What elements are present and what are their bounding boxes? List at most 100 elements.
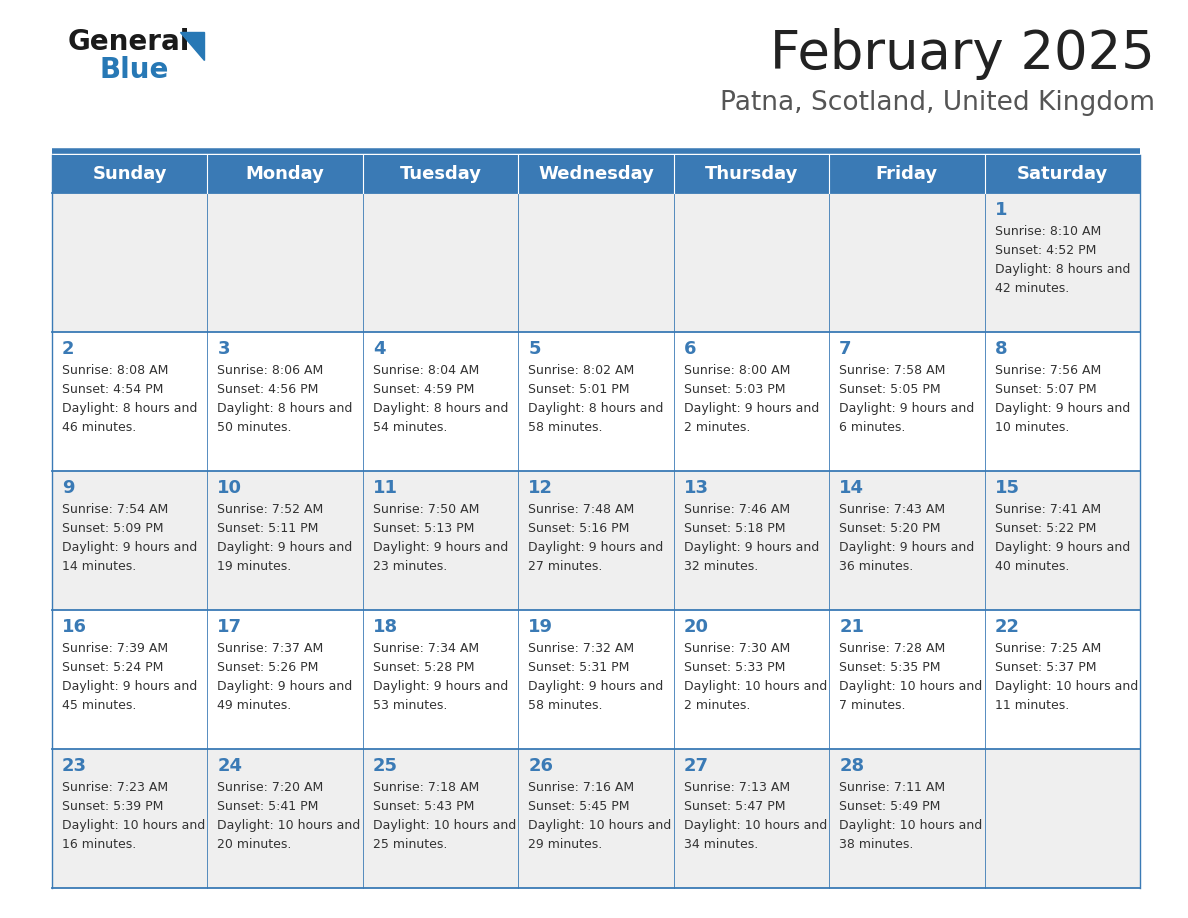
Text: 2 minutes.: 2 minutes.: [684, 699, 750, 712]
Text: 32 minutes.: 32 minutes.: [684, 560, 758, 573]
Text: Sunrise: 7:20 AM: Sunrise: 7:20 AM: [217, 781, 323, 794]
Text: Sunset: 4:54 PM: Sunset: 4:54 PM: [62, 383, 164, 396]
Text: Sunset: 5:26 PM: Sunset: 5:26 PM: [217, 661, 318, 674]
Text: Sunrise: 7:52 AM: Sunrise: 7:52 AM: [217, 503, 323, 516]
Text: 19 minutes.: 19 minutes.: [217, 560, 292, 573]
Text: Daylight: 8 hours and: Daylight: 8 hours and: [217, 402, 353, 415]
Text: Thursday: Thursday: [704, 165, 798, 183]
Text: 6 minutes.: 6 minutes.: [839, 421, 905, 434]
Text: Sunrise: 7:18 AM: Sunrise: 7:18 AM: [373, 781, 479, 794]
Text: 16: 16: [62, 618, 87, 636]
Text: Patna, Scotland, United Kingdom: Patna, Scotland, United Kingdom: [720, 90, 1155, 116]
Text: 7 minutes.: 7 minutes.: [839, 699, 905, 712]
Text: Sunset: 5:35 PM: Sunset: 5:35 PM: [839, 661, 941, 674]
Text: Daylight: 9 hours and: Daylight: 9 hours and: [684, 402, 819, 415]
Text: Sunset: 5:37 PM: Sunset: 5:37 PM: [994, 661, 1097, 674]
Text: 25: 25: [373, 757, 398, 775]
Text: Tuesday: Tuesday: [399, 165, 481, 183]
Text: 9: 9: [62, 479, 75, 497]
Text: 16 minutes.: 16 minutes.: [62, 838, 137, 851]
Text: 45 minutes.: 45 minutes.: [62, 699, 137, 712]
Text: Sunrise: 7:28 AM: Sunrise: 7:28 AM: [839, 642, 946, 655]
Text: 14 minutes.: 14 minutes.: [62, 560, 137, 573]
Text: Blue: Blue: [100, 56, 170, 84]
Text: Sunrise: 7:56 AM: Sunrise: 7:56 AM: [994, 364, 1101, 377]
Text: Daylight: 8 hours and: Daylight: 8 hours and: [373, 402, 508, 415]
Text: Monday: Monday: [246, 165, 324, 183]
Text: Sunset: 5:49 PM: Sunset: 5:49 PM: [839, 800, 941, 813]
Text: Sunset: 5:03 PM: Sunset: 5:03 PM: [684, 383, 785, 396]
Text: 2 minutes.: 2 minutes.: [684, 421, 750, 434]
Text: Sunset: 5:18 PM: Sunset: 5:18 PM: [684, 522, 785, 535]
Text: Daylight: 8 hours and: Daylight: 8 hours and: [62, 402, 197, 415]
Bar: [52, 610, 1140, 749]
Text: 40 minutes.: 40 minutes.: [994, 560, 1069, 573]
Text: 54 minutes.: 54 minutes.: [373, 421, 447, 434]
Text: 24: 24: [217, 757, 242, 775]
Text: 17: 17: [217, 618, 242, 636]
Bar: [52, 155, 1140, 193]
Text: Sunrise: 7:25 AM: Sunrise: 7:25 AM: [994, 642, 1101, 655]
Text: 42 minutes.: 42 minutes.: [994, 282, 1069, 295]
Text: Sunset: 5:47 PM: Sunset: 5:47 PM: [684, 800, 785, 813]
Text: Sunset: 5:41 PM: Sunset: 5:41 PM: [217, 800, 318, 813]
Text: Sunset: 5:20 PM: Sunset: 5:20 PM: [839, 522, 941, 535]
Text: Daylight: 9 hours and: Daylight: 9 hours and: [839, 402, 974, 415]
Text: Friday: Friday: [876, 165, 937, 183]
Text: 58 minutes.: 58 minutes.: [529, 699, 602, 712]
Text: Daylight: 9 hours and: Daylight: 9 hours and: [62, 541, 197, 554]
Text: Daylight: 9 hours and: Daylight: 9 hours and: [839, 541, 974, 554]
Text: 20: 20: [684, 618, 709, 636]
Text: Sunrise: 7:58 AM: Sunrise: 7:58 AM: [839, 364, 946, 377]
Text: Sunset: 5:09 PM: Sunset: 5:09 PM: [62, 522, 164, 535]
Text: Daylight: 9 hours and: Daylight: 9 hours and: [217, 680, 353, 693]
Text: Sunrise: 7:30 AM: Sunrise: 7:30 AM: [684, 642, 790, 655]
Text: Daylight: 10 hours and: Daylight: 10 hours and: [684, 680, 827, 693]
Text: Daylight: 9 hours and: Daylight: 9 hours and: [373, 680, 508, 693]
Text: Daylight: 8 hours and: Daylight: 8 hours and: [994, 263, 1130, 276]
Text: 19: 19: [529, 618, 554, 636]
Text: Sunrise: 7:46 AM: Sunrise: 7:46 AM: [684, 503, 790, 516]
Text: Daylight: 9 hours and: Daylight: 9 hours and: [994, 541, 1130, 554]
Text: 10 minutes.: 10 minutes.: [994, 421, 1069, 434]
Text: Daylight: 9 hours and: Daylight: 9 hours and: [529, 541, 664, 554]
Text: Daylight: 10 hours and: Daylight: 10 hours and: [839, 680, 982, 693]
Text: 50 minutes.: 50 minutes.: [217, 421, 292, 434]
Text: 25 minutes.: 25 minutes.: [373, 838, 447, 851]
Text: 21: 21: [839, 618, 864, 636]
Text: Sunset: 5:05 PM: Sunset: 5:05 PM: [839, 383, 941, 396]
Text: Sunset: 5:24 PM: Sunset: 5:24 PM: [62, 661, 164, 674]
Text: 7: 7: [839, 340, 852, 358]
Text: 10: 10: [217, 479, 242, 497]
Text: Daylight: 9 hours and: Daylight: 9 hours and: [994, 402, 1130, 415]
Text: Sunset: 5:22 PM: Sunset: 5:22 PM: [994, 522, 1097, 535]
Text: Daylight: 10 hours and: Daylight: 10 hours and: [684, 819, 827, 832]
Text: Sunset: 5:16 PM: Sunset: 5:16 PM: [529, 522, 630, 535]
Text: Sunrise: 8:10 AM: Sunrise: 8:10 AM: [994, 225, 1101, 238]
Bar: [52, 471, 1140, 610]
Text: February 2025: February 2025: [770, 28, 1155, 80]
Text: Daylight: 9 hours and: Daylight: 9 hours and: [62, 680, 197, 693]
Text: Sunrise: 7:23 AM: Sunrise: 7:23 AM: [62, 781, 169, 794]
Text: Sunset: 4:56 PM: Sunset: 4:56 PM: [217, 383, 318, 396]
Text: 1: 1: [994, 201, 1007, 219]
Text: 18: 18: [373, 618, 398, 636]
Text: Sunrise: 7:50 AM: Sunrise: 7:50 AM: [373, 503, 479, 516]
Text: Sunset: 4:59 PM: Sunset: 4:59 PM: [373, 383, 474, 396]
Text: Sunset: 5:28 PM: Sunset: 5:28 PM: [373, 661, 474, 674]
Text: Daylight: 9 hours and: Daylight: 9 hours and: [684, 541, 819, 554]
Text: Sunrise: 8:06 AM: Sunrise: 8:06 AM: [217, 364, 323, 377]
Text: Sunset: 5:39 PM: Sunset: 5:39 PM: [62, 800, 164, 813]
Text: Daylight: 10 hours and: Daylight: 10 hours and: [529, 819, 671, 832]
Text: 53 minutes.: 53 minutes.: [373, 699, 447, 712]
Text: 14: 14: [839, 479, 864, 497]
Text: 29 minutes.: 29 minutes.: [529, 838, 602, 851]
Text: Sunrise: 7:37 AM: Sunrise: 7:37 AM: [217, 642, 323, 655]
Text: Sunset: 5:33 PM: Sunset: 5:33 PM: [684, 661, 785, 674]
Text: 38 minutes.: 38 minutes.: [839, 838, 914, 851]
Bar: [52, 749, 1140, 888]
Text: 46 minutes.: 46 minutes.: [62, 421, 137, 434]
Text: 3: 3: [217, 340, 230, 358]
Text: Saturday: Saturday: [1017, 165, 1108, 183]
Text: 11: 11: [373, 479, 398, 497]
